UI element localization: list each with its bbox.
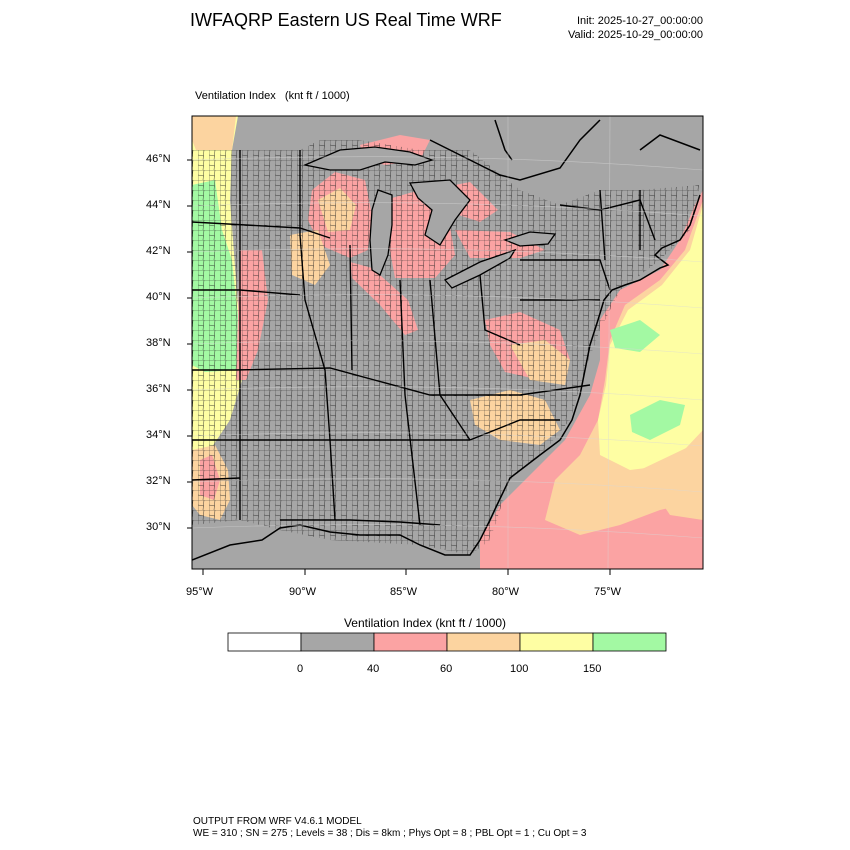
gulf-yellow [640, 440, 703, 520]
lake-erie [443, 248, 517, 289]
lake-superior [302, 146, 435, 171]
lon-label: 80°W [492, 586, 520, 598]
colorbar-tick-label: 100 [510, 663, 529, 675]
colorbar [227, 632, 667, 652]
valid-time: Valid: 2025-10-29_00:00:00 [568, 29, 703, 41]
colorbar-tick-label: 0 [297, 663, 304, 675]
colorbar-bin-6 [592, 632, 667, 652]
lon-label: 90°W [289, 586, 317, 598]
map-frame [191, 115, 704, 570]
lon-label: 75°W [594, 586, 622, 598]
field-label: Ventilation Index (knt ft / 1000) [195, 90, 350, 102]
west-orange-band [192, 116, 236, 150]
colorbar-tick-label: 40 [367, 663, 380, 675]
lake-ontario [503, 231, 557, 247]
state-borders [192, 150, 656, 526]
atlantic-green-1 [610, 320, 660, 352]
init-time: Init: 2025-10-27_00:00:00 [577, 15, 703, 27]
lat-label: 36°N [146, 383, 171, 395]
colorbar-bin-2 [300, 632, 375, 652]
footer-line-2: WE = 310 ; SN = 275 ; Levels = 38 ; Dis … [193, 828, 587, 839]
colorbar-bin-1 [227, 632, 302, 652]
lat-label: 32°N [146, 475, 171, 487]
time-info: Init: 2025-10-27_00:00:00 Valid: 2025-10… [568, 14, 703, 42]
colorbar-tick-label: 60 [440, 663, 453, 675]
lat-label: 42°N [146, 245, 171, 257]
lat-label: 30°N [146, 521, 171, 533]
lat-label: 34°N [146, 429, 171, 441]
coastline [192, 119, 701, 561]
lake-huron [408, 179, 471, 246]
colorbar-tick-label: 150 [583, 663, 602, 675]
lat-label: 38°N [146, 337, 171, 349]
model-footer: OUTPUT FROM WRF V4.6.1 MODEL WE = 310 ; … [193, 816, 586, 840]
page-title: IWFAQRP Eastern US Real Time WRF [190, 10, 502, 30]
lon-label: 85°W [390, 586, 418, 598]
colorbar-bin-3 [373, 632, 448, 652]
lat-label: 44°N [146, 199, 171, 211]
colorbar-bin-4 [446, 632, 521, 652]
lake-michigan [369, 189, 393, 276]
lat-label: 40°N [146, 291, 171, 303]
axis-ticks [187, 159, 611, 575]
field-name: Ventilation Index [195, 90, 276, 102]
atlantic-green-2 [630, 400, 685, 440]
lat-label: 46°N [146, 153, 171, 165]
graticule [192, 116, 703, 569]
county-lines [192, 140, 700, 555]
colorbar-bin-5 [519, 632, 594, 652]
colorbar-title: Ventilation Index (knt ft / 1000) [343, 616, 507, 630]
lon-label: 95°W [186, 586, 214, 598]
field-units: (knt ft / 1000) [284, 90, 350, 102]
footer-line-1: OUTPUT FROM WRF V4.6.1 MODEL [193, 816, 362, 827]
map-plot-area [192, 116, 703, 569]
